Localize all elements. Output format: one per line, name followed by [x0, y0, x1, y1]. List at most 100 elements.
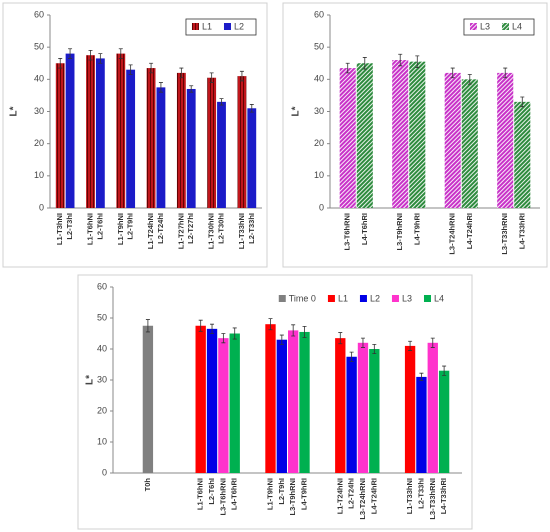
y-tick-label: 40: [34, 74, 44, 84]
x-tick-label: L1-T33hNI: [405, 478, 414, 514]
panel-frame: [2, 2, 268, 268]
error-bar: [503, 67, 508, 79]
error-bar: [419, 372, 424, 382]
legend-swatch: [223, 23, 231, 30]
error-bar: [268, 318, 273, 331]
error-bar: [349, 351, 354, 362]
x-tick-label: L1-T9hNI: [116, 213, 125, 245]
bar: [195, 325, 206, 473]
error-bar: [249, 104, 254, 113]
x-tick-label: L1-T6hNI: [85, 213, 94, 245]
bar: [176, 72, 186, 209]
x-tick-label: L1-T27hNI: [176, 213, 185, 249]
error-bar: [360, 337, 365, 348]
x-tick-label: L1-T30hNI: [207, 213, 216, 249]
legend-swatch: [391, 295, 399, 302]
error-bar: [302, 325, 307, 338]
error-bar: [219, 98, 224, 106]
panel-frame: [282, 2, 548, 268]
legend-swatch: [327, 295, 335, 302]
y-tick-label: 10: [314, 170, 324, 180]
y-tick-label: 0: [102, 467, 107, 477]
x-tick-label: L3-T24hRNI: [448, 213, 457, 255]
bar: [229, 333, 240, 473]
legend: Time 0 L1 L2 L3 L4: [278, 293, 444, 303]
bar: [438, 370, 450, 473]
x-tick-label: L4-T24hRI: [369, 478, 378, 514]
x-tick-label: L2-T27hI: [186, 213, 195, 244]
bar: [247, 108, 257, 208]
legend-swatch: [359, 295, 367, 302]
error-bar: [338, 332, 343, 345]
bar: [497, 72, 514, 209]
bar: [335, 338, 346, 473]
x-tick-label: L3-T9hRNI: [395, 213, 404, 251]
x-tick-label: L4-T6hRI: [230, 478, 239, 510]
bar: [357, 342, 369, 473]
error-bar: [145, 319, 150, 333]
bar: [186, 88, 196, 208]
error-bar: [198, 319, 203, 332]
error-bar: [520, 96, 525, 108]
y-axis-label: L*: [85, 375, 96, 385]
x-tick-label: L1-T9hNI: [265, 478, 274, 510]
x-tick-label: L2-T9hI: [126, 213, 135, 240]
bar: [288, 330, 299, 473]
y-axis-label: L*: [9, 106, 20, 116]
error-bar: [291, 324, 296, 337]
legend-label: Time 0: [289, 293, 316, 303]
error-bar: [158, 82, 163, 93]
x-tick-label: L2-T6hI: [95, 213, 104, 240]
bar: [217, 101, 226, 208]
x-tick-label: L4-T33hRI: [439, 478, 448, 514]
y-tick-label: 0: [39, 202, 44, 212]
error-bar: [408, 340, 413, 351]
x-tick-label: L2-T24hI: [156, 213, 165, 244]
x-tick-label: L4-T24hRI: [465, 213, 474, 249]
legend-label: L3: [480, 21, 490, 31]
legend-label: L3: [402, 293, 412, 303]
bar: [156, 87, 166, 208]
legend-label: L4: [434, 293, 444, 303]
y-tick-label: 30: [314, 106, 324, 116]
legend-swatch: [501, 23, 509, 30]
legend-swatch: [191, 23, 199, 30]
bar: [55, 63, 65, 208]
error-bar: [221, 333, 226, 344]
error-bar: [118, 48, 123, 59]
error-bar: [372, 343, 377, 355]
x-tick-label: L2-T3hI: [65, 213, 74, 240]
bar: [95, 58, 105, 208]
bar: [346, 356, 357, 473]
legend-label: L2: [234, 21, 244, 31]
error-bar: [68, 48, 73, 59]
panel-frame: [77, 274, 473, 530]
x-tick-label: L4-T9hRI: [412, 213, 421, 245]
y-tick-label: 50: [314, 42, 324, 52]
error-bar: [345, 62, 350, 74]
bar: [339, 68, 356, 208]
error-bar: [128, 64, 133, 75]
legend-label: L4: [512, 21, 522, 31]
x-tick-label: L2-T6hI: [207, 478, 216, 505]
bar: [369, 349, 380, 473]
x-tick-label: L3-T6hRNI: [218, 478, 227, 516]
bar: [427, 342, 438, 473]
y-tick-label: 40: [314, 74, 324, 84]
error-bar: [149, 62, 154, 74]
error-bar: [189, 85, 194, 93]
bar: [265, 324, 276, 473]
x-tick-label: L3-T33hRNI: [428, 478, 437, 520]
x-tick-label: L4-T6hRI: [360, 213, 369, 245]
x-tick-label: L2-T24hI: [347, 478, 356, 509]
error-bar: [450, 67, 455, 79]
y-tick-label: 20: [34, 138, 44, 148]
bar: [86, 55, 95, 209]
error-bar: [467, 74, 472, 85]
legend: L1 L2: [185, 18, 257, 36]
legend-frame: [463, 18, 535, 36]
error-bar: [398, 53, 403, 67]
bar: [416, 376, 427, 473]
y-tick-label: 30: [97, 374, 107, 384]
